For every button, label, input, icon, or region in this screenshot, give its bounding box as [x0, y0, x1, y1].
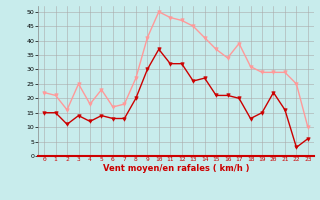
X-axis label: Vent moyen/en rafales ( km/h ): Vent moyen/en rafales ( km/h ) — [103, 164, 249, 173]
